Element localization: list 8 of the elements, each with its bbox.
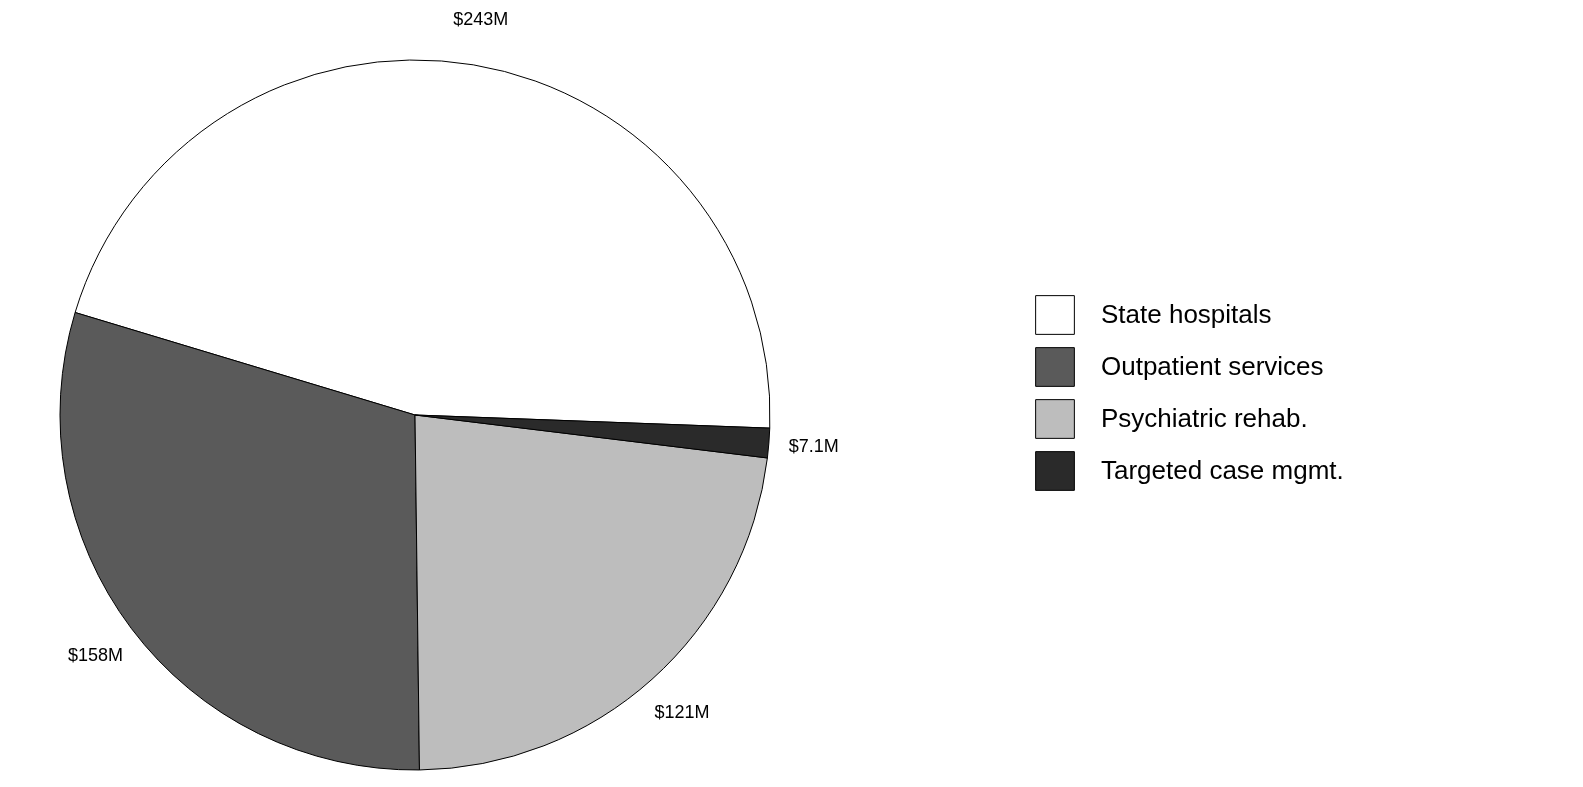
legend-label: Psychiatric rehab. — [1101, 403, 1308, 433]
data-label: $243M — [453, 9, 509, 30]
legend-label: Outpatient services — [1101, 351, 1324, 381]
data-label: $121M — [654, 701, 710, 722]
data-label: $158M — [67, 644, 123, 665]
data-label: $7.1M — [788, 435, 839, 456]
legend-label: Targeted case mgmt. — [1101, 455, 1344, 485]
legend-label: State hospitals — [1101, 299, 1272, 329]
